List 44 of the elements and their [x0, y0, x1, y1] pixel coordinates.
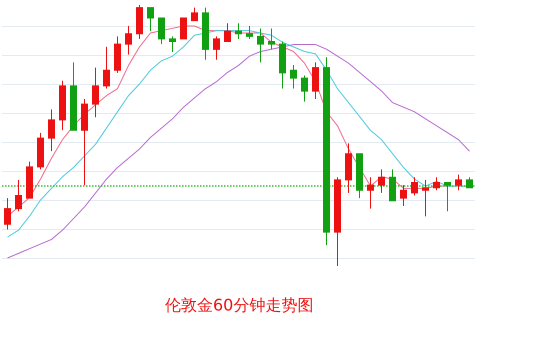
candlestick [125, 25, 132, 56]
candlestick [147, 7, 154, 32]
candlestick [37, 132, 44, 170]
candlestick [422, 179, 429, 217]
candlestick [400, 184, 407, 206]
candlestick [367, 176, 374, 210]
candlestick [202, 7, 209, 60]
candlestick [136, 4, 143, 40]
candlestick [26, 161, 33, 199]
candlestick [92, 67, 99, 118]
candlestick [345, 142, 352, 194]
candlestick [334, 176, 341, 266]
candlestick [466, 176, 473, 188]
candlestick [114, 36, 121, 74]
candlestick [4, 198, 11, 230]
candlestick [59, 80, 66, 131]
candlestick [103, 46, 110, 90]
candlestick [268, 28, 275, 50]
candlestick [191, 7, 198, 22]
candlestick [389, 168, 396, 202]
candlestick [378, 168, 385, 194]
candlestick [312, 62, 319, 100]
candlestick [433, 176, 440, 191]
candlestick [213, 36, 220, 60]
candlestick [169, 36, 176, 52]
candlestick [246, 25, 253, 40]
candlestick [279, 41, 286, 90]
text: 伦敦金60分钟走势图 [165, 296, 314, 314]
candlestick [444, 182, 451, 212]
candlestick [15, 179, 22, 212]
candlestick [70, 62, 77, 131]
candlestick [455, 174, 462, 191]
candlestick [81, 98, 88, 186]
candlestick [290, 64, 297, 90]
candlestick [323, 56, 330, 246]
candlestick [180, 18, 187, 40]
candlestick [48, 108, 55, 152]
candlestick [224, 22, 231, 42]
candlestick [235, 22, 242, 40]
candlestick [411, 176, 418, 196]
candlestick [158, 18, 165, 45]
candlestick [257, 28, 264, 63]
candlestick [301, 74, 308, 102]
candlestick [356, 153, 363, 199]
